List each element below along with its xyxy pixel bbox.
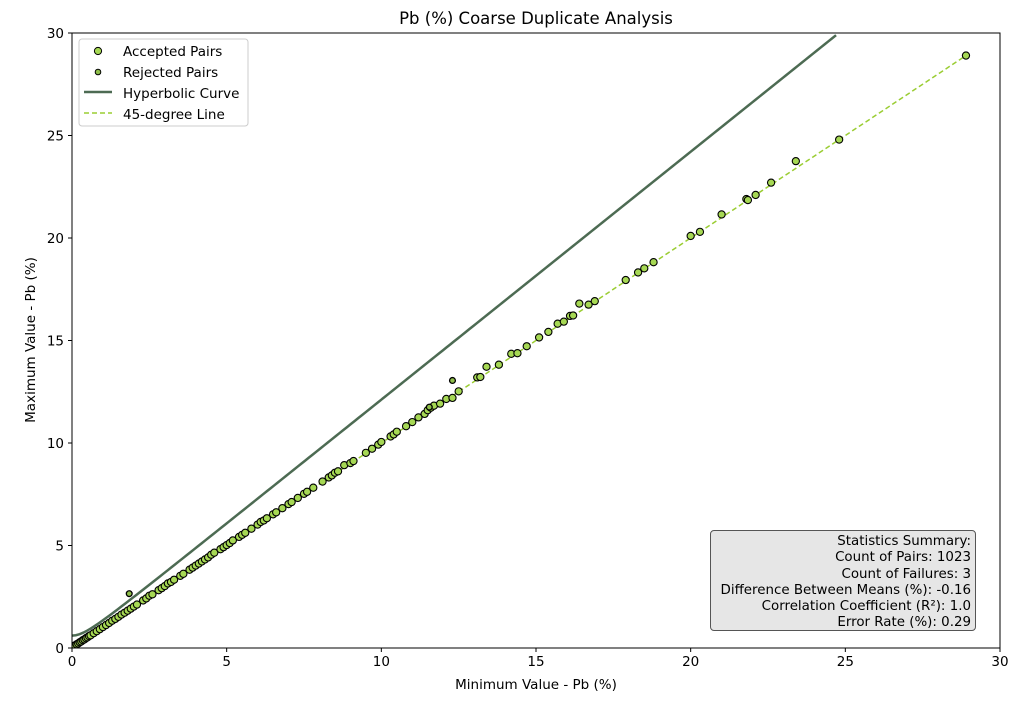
x-tick-label-25: 25 bbox=[837, 654, 854, 670]
accepted-point-56 bbox=[241, 528, 250, 537]
x-tick-label-30: 30 bbox=[991, 654, 1008, 670]
stats-diff-means: Difference Between Means (%): -0.16 bbox=[720, 582, 971, 598]
accepted-point-88 bbox=[414, 413, 423, 422]
accepted-point-114 bbox=[633, 268, 643, 277]
legend: Accepted Pairs Rejected Pairs Hyperbolic… bbox=[78, 38, 249, 127]
y-axis-label: Maximum Value - Pb (%) bbox=[23, 257, 39, 423]
accepted-point-104 bbox=[534, 333, 544, 342]
accepted-point-75 bbox=[333, 467, 343, 476]
accepted-point-93 bbox=[435, 399, 445, 408]
chart-marks bbox=[72, 34, 971, 648]
chart-axes: 0 5 10 15 20 25 30 0 5 10 15 20 25 30 bbox=[47, 26, 1009, 670]
accepted-point-31 bbox=[148, 590, 157, 599]
accepted-point-87 bbox=[408, 417, 417, 427]
accepted-point-111 bbox=[584, 300, 593, 309]
accepted-point-71 bbox=[318, 477, 327, 486]
chart-title: Pb (%) Coarse Duplicate Analysis bbox=[399, 9, 673, 28]
accepted-point-37 bbox=[169, 575, 179, 584]
accepted-point-123 bbox=[766, 178, 776, 187]
stats-title: Statistics Summary: bbox=[837, 534, 971, 549]
y-tick-label-15: 15 bbox=[47, 334, 64, 350]
y-tick-label-0: 0 bbox=[55, 641, 64, 657]
legend-frame bbox=[78, 38, 249, 127]
x-tick-label-10: 10 bbox=[373, 654, 390, 670]
accepted-point-48 bbox=[210, 548, 219, 557]
statistics-summary-box: Statistics Summary: Count of Pairs: 1023… bbox=[710, 530, 976, 631]
accepted-point-110 bbox=[575, 299, 584, 308]
accepted-point-80 bbox=[367, 444, 377, 453]
stats-correlation: Correlation Coefficient (R²): 1.0 bbox=[761, 599, 971, 615]
legend-accepted-marker bbox=[93, 46, 103, 56]
accepted-point-63 bbox=[272, 508, 281, 517]
accepted-point-66 bbox=[287, 497, 296, 507]
accepted-point-95 bbox=[448, 393, 457, 403]
x-tick-label-20: 20 bbox=[682, 654, 699, 670]
accepted-point-27 bbox=[132, 600, 142, 609]
legend-rejected-marker bbox=[94, 68, 102, 76]
accepted-point-79 bbox=[361, 448, 371, 457]
accepted-point-126 bbox=[961, 51, 971, 60]
rejected-point-1 bbox=[425, 403, 433, 411]
accepted-point-61 bbox=[262, 514, 272, 523]
accepted-point-70 bbox=[309, 483, 318, 492]
stats-count-failures: Count of Failures: 3 bbox=[841, 566, 971, 582]
stats-count-pairs: Count of Pairs: 1023 bbox=[835, 550, 971, 566]
x-axis-label: Minimum Value - Pb (%) bbox=[455, 677, 617, 693]
accepted-point-119 bbox=[717, 210, 726, 219]
accepted-point-100 bbox=[494, 360, 504, 369]
y-tick-label-5: 5 bbox=[55, 539, 64, 555]
legend-accepted-label: Accepted Pairs bbox=[123, 44, 222, 60]
y-tick-label-30: 30 bbox=[47, 26, 64, 42]
accepted-point-98 bbox=[476, 372, 485, 382]
accepted-point-69 bbox=[302, 487, 312, 496]
accepted-point-96 bbox=[454, 387, 463, 396]
accepted-point-122 bbox=[751, 190, 760, 200]
accepted-point-124 bbox=[791, 156, 800, 166]
accepted-point-82 bbox=[377, 437, 386, 447]
rejected-point-2 bbox=[448, 376, 457, 385]
accepted-point-125 bbox=[835, 135, 844, 144]
accepted-point-64 bbox=[278, 504, 287, 513]
x-tick-label-0: 0 bbox=[68, 654, 77, 670]
accepted-point-39 bbox=[179, 569, 188, 578]
stats-error-rate: Error Rate (%): 0.29 bbox=[837, 615, 971, 631]
accepted-point-117 bbox=[686, 231, 695, 241]
accepted-point-78 bbox=[349, 456, 358, 466]
series-hyperbolic-curve bbox=[72, 34, 837, 637]
accepted-point-67 bbox=[293, 493, 302, 503]
accepted-point-57 bbox=[247, 524, 256, 533]
y-tick-label-20: 20 bbox=[47, 231, 64, 247]
rejected-point-0 bbox=[125, 590, 133, 598]
accepted-point-116 bbox=[649, 258, 658, 267]
accepted-point-102 bbox=[513, 349, 522, 358]
accepted-point-107 bbox=[559, 317, 568, 326]
y-tick-label-25: 25 bbox=[47, 129, 64, 145]
legend-rejected-label: Rejected Pairs bbox=[123, 65, 218, 81]
accepted-point-113 bbox=[621, 275, 630, 285]
accepted-point-109 bbox=[568, 311, 578, 320]
x-tick-label-5: 5 bbox=[222, 654, 231, 670]
accepted-point-85 bbox=[392, 427, 401, 436]
accepted-point-99 bbox=[482, 362, 491, 371]
accepted-point-86 bbox=[401, 422, 411, 431]
accepted-point-53 bbox=[228, 536, 237, 545]
legend-45-label: 45-degree Line bbox=[123, 107, 225, 123]
accepted-point-121 bbox=[743, 195, 753, 205]
accepted-point-118 bbox=[695, 227, 705, 236]
legend-hyperbolic-label: Hyperbolic Curve bbox=[123, 86, 239, 102]
x-tick-label-15: 15 bbox=[527, 654, 544, 670]
accepted-point-115 bbox=[640, 264, 649, 273]
accepted-point-112 bbox=[590, 296, 599, 306]
y-tick-label-10: 10 bbox=[47, 436, 64, 452]
accepted-point-105 bbox=[544, 327, 553, 337]
accepted-point-103 bbox=[522, 342, 531, 351]
